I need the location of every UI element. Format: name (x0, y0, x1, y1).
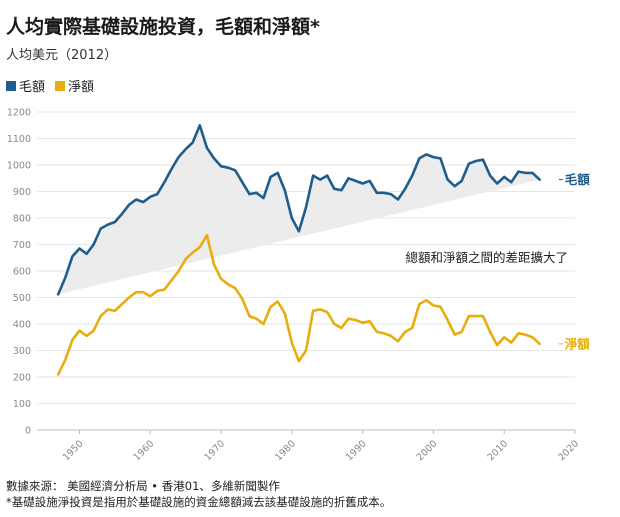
series-line-gross (56, 123, 541, 296)
x-tick-label: 1960 (132, 438, 157, 463)
x-tick-label: 1990 (344, 438, 369, 463)
y-tick-label: 200 (13, 373, 31, 384)
legend-item-gross: 毛額 (6, 76, 45, 95)
gap-shading (58, 125, 540, 295)
x-tick-label: 1980 (273, 438, 298, 463)
legend-label-net: 淨額 (68, 80, 95, 95)
y-tick-label: 300 (13, 346, 31, 357)
y-tick-label: 900 (13, 187, 31, 198)
y-tick-label: 600 (13, 267, 31, 278)
legend-label-gross: 毛額 (19, 80, 46, 95)
y-tick-label: 400 (13, 320, 31, 331)
gap-area (58, 125, 540, 295)
gap-annotation: 總額和淨額之間的差距擴大了 (405, 250, 568, 265)
x-tick-label: 2000 (415, 438, 440, 463)
chart-subtitle: 人均美元（2012） (6, 48, 118, 63)
chart-title: 人均實際基礎設施投資，毛額和淨額* (6, 16, 320, 38)
x-tick-label: 1970 (202, 438, 227, 463)
y-tick-label: 700 (13, 240, 31, 251)
y-tick-label: 500 (13, 293, 31, 304)
footer: 數據來源： 美國經濟分析局 • 香港01、多維新聞製作 *基礎設施淨投資是指用於… (6, 478, 391, 510)
x-tick-label: 1950 (61, 438, 86, 463)
legend-item-net: 淨額 (55, 76, 94, 95)
legend: 毛額 淨額 (6, 76, 94, 95)
legend-swatch-net (55, 80, 66, 91)
end-label-gross: 毛額 (565, 172, 591, 187)
y-tick-label: 0 (25, 426, 31, 437)
y-tick-label: 100 (13, 399, 31, 410)
definition-note: *基礎設施淨投資是指用於基礎設施的資金總額減去該基礎設施的折舊成本。 (6, 495, 392, 509)
series-line-net (56, 233, 541, 376)
y-tick-label: 1200 (7, 108, 31, 119)
y-tick-label: 800 (13, 214, 31, 225)
y-tick-label: 1100 (7, 134, 31, 145)
y-tick-label: 1000 (7, 161, 31, 172)
legend-swatch-gross (6, 80, 16, 91)
source-note: 數據來源： 美國經濟分析局 • 香港01、多維新聞製作 (6, 479, 280, 493)
end-label-net: 淨額 (565, 336, 591, 351)
x-tick-label: 2020 (556, 438, 581, 463)
x-tick-label: 2010 (485, 438, 510, 463)
